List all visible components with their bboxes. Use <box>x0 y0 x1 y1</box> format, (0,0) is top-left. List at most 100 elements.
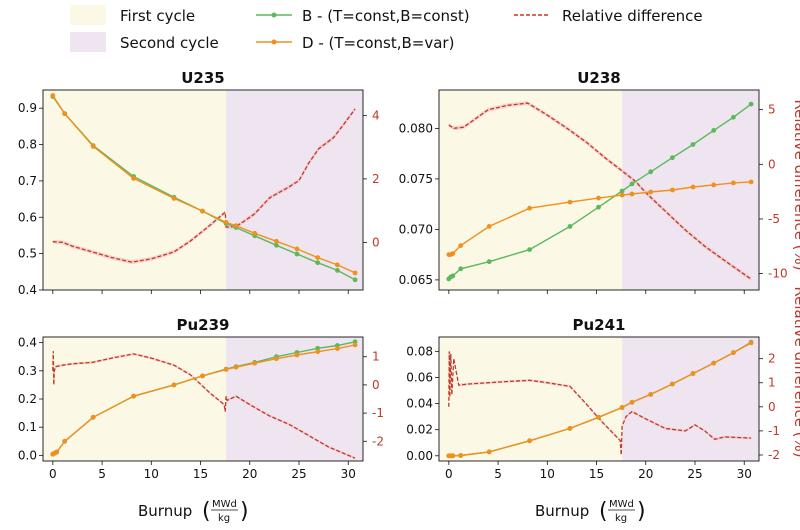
y-tick-label: 0.0 <box>18 448 37 462</box>
series-d-line <box>448 342 752 457</box>
series-d-point <box>458 243 464 249</box>
series-d-point <box>252 230 258 236</box>
panel-u235: 0.4 0.5 0.6 0.7 0.8 0.9 0 2 4 U235 <box>18 69 380 297</box>
y-tick-label: 0.075 <box>399 172 433 186</box>
x-tick-label: 0 <box>445 467 453 481</box>
plot-frame <box>438 89 760 291</box>
series-d-point <box>90 414 96 420</box>
series-d-point <box>619 192 625 198</box>
series-d-point <box>711 360 717 366</box>
series-b-point <box>670 155 675 161</box>
series-d-point <box>294 246 300 252</box>
y-tick-label: 0.06 <box>406 370 433 384</box>
x-axis-unit-denominator: kg <box>218 513 230 524</box>
series-b-point <box>315 260 321 266</box>
series-d-line <box>52 344 356 455</box>
series-b-point <box>335 268 340 273</box>
y-tick-label: 0.3 <box>18 364 37 378</box>
legend: First cycle Second cycle B - (T=const,B=… <box>70 5 703 52</box>
second-cycle-region <box>226 337 363 461</box>
x-axis-unit-open-paren-right: ( <box>599 499 608 524</box>
series-d-point <box>629 399 635 405</box>
series-d-point <box>171 382 177 388</box>
series-d-point <box>748 340 754 346</box>
y2-tick-label: -1 <box>372 406 384 420</box>
second-cycle-region <box>226 90 363 290</box>
series-b-line <box>448 103 752 280</box>
panel-title: U235 <box>181 69 225 87</box>
right-axis-label-bottom: Relative difference (%) <box>791 286 800 457</box>
series-b-point <box>567 224 573 229</box>
y-tick-label: 0.065 <box>399 273 433 287</box>
series-d-point <box>486 224 492 229</box>
series-b-point <box>458 266 464 272</box>
y-tick-label: 0.1 <box>18 420 37 434</box>
x-tick-label: 15 <box>589 467 604 481</box>
relative-difference-line <box>448 351 752 456</box>
y-tick-label: 0.9 <box>18 101 37 115</box>
y2-tick-label: 1 <box>768 376 776 390</box>
y-tick-label: 0.02 <box>406 423 433 437</box>
series-d-point <box>486 449 492 455</box>
series-d-point <box>233 364 239 370</box>
series-b-line <box>52 96 356 281</box>
series-b-point <box>648 169 654 175</box>
series-d-point <box>619 405 625 410</box>
x-tick-label: 5 <box>98 467 106 481</box>
first-cycle-region <box>439 90 623 290</box>
series-d-point <box>335 262 340 268</box>
series-d-point <box>748 179 754 185</box>
series-d-point <box>62 438 68 444</box>
relative-difference-band <box>52 107 356 265</box>
y-tick-label: 0.04 <box>406 397 433 411</box>
series-d-point <box>294 352 300 358</box>
series-d-point <box>315 349 321 355</box>
series-d-point <box>223 220 229 225</box>
series-d-point <box>567 426 573 431</box>
legend-swatch-second-cycle <box>70 32 106 52</box>
y2-tick-label: 2 <box>372 172 380 186</box>
legend-label-second-cycle: Second cycle <box>120 34 219 52</box>
series-d-line <box>52 95 356 274</box>
series-d-point <box>450 453 456 459</box>
series-d-point <box>223 367 229 372</box>
relative-difference-line <box>52 351 356 459</box>
series-d-point <box>458 453 464 458</box>
y2-tick-label: 0 <box>768 157 776 171</box>
series-d-point <box>274 238 279 244</box>
y-tick-label: 0.5 <box>18 247 37 261</box>
y-tick-label: 0.4 <box>18 336 37 350</box>
x-axis-unit-numerator: MWd <box>212 499 237 510</box>
series-b-point <box>274 242 279 248</box>
relative-difference-line <box>448 102 752 280</box>
series-d-point <box>200 208 205 214</box>
panel-pu241: 0 5 10 15 20 25 30 0.00 0.02 0.04 0.06 0.08 -2 -1 0 1 2 P… <box>406 316 780 481</box>
series-d-point <box>527 205 532 211</box>
x-axis-label-text-right: Burnup <box>535 502 589 520</box>
series-d-point <box>50 93 56 98</box>
y2-tick-label: 1 <box>372 350 380 364</box>
chart-panels: 0.40.50.60.70.80.9024U2350.0650.0700.075… <box>18 69 788 481</box>
x-axis-label-text: Burnup <box>138 502 192 520</box>
y-tick-label: 0.4 <box>18 283 37 297</box>
x-axis-unit-numerator-right: MWd <box>609 499 634 510</box>
x-tick-label: 25 <box>291 467 306 481</box>
series-d-point <box>335 346 340 351</box>
series-d-point <box>90 144 96 149</box>
legend-swatch-first-cycle <box>70 5 106 25</box>
y-tick-label: 0.6 <box>18 210 37 224</box>
series-d-point <box>690 371 696 376</box>
series-d-point <box>711 182 717 188</box>
panel-u238: 0.065 0.070 0.075 0.080 -10 -5 0 5 U238 <box>399 69 788 294</box>
y2-tick-label: -2 <box>768 448 780 462</box>
series-d-point <box>648 189 654 195</box>
x-tick-label: 30 <box>341 467 356 481</box>
x-tick-label: 5 <box>494 467 502 481</box>
series-b-point <box>711 127 717 133</box>
y2-tick-label: -5 <box>768 212 780 226</box>
x-tick-label: 0 <box>49 467 57 481</box>
series-b-point <box>690 142 696 147</box>
series-b-point <box>352 277 358 283</box>
series-d-point <box>596 414 601 420</box>
